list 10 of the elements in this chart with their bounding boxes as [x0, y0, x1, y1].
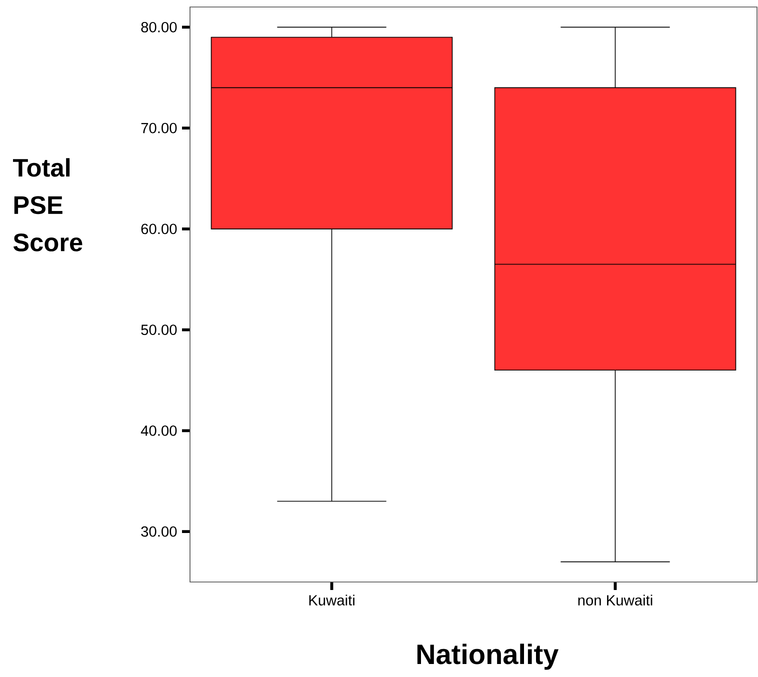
y-axis-title: Total PSE Score	[13, 158, 82, 252]
x-tick-label: Kuwaiti	[309, 594, 354, 606]
y-tick-label: 50.00	[141, 324, 177, 335]
y-tick-label: 30.00	[141, 526, 177, 537]
y-tick-label: 80.00	[141, 22, 177, 32]
y-tick-label: 40.00	[140, 425, 177, 436]
x-tick-label: non Kuwaiti	[578, 594, 652, 606]
x-axis-title: Nationality	[417, 644, 559, 670]
y-tick-label: 70.00	[141, 122, 177, 134]
y-tick-label: 60.00	[141, 224, 177, 234]
